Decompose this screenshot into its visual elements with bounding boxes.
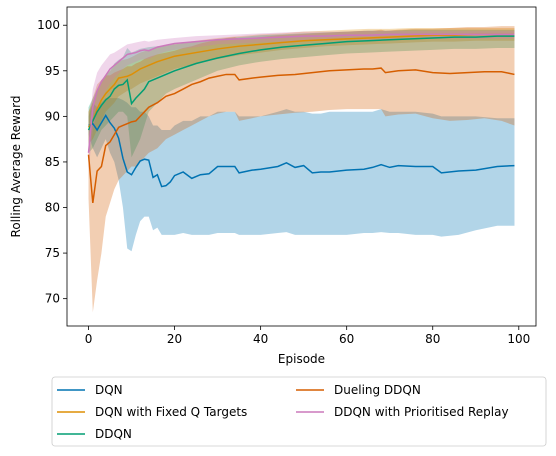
y-axis-label: Rolling Average Reward bbox=[9, 96, 23, 238]
y-tick-label: 90 bbox=[45, 109, 60, 123]
band-1 bbox=[88, 27, 515, 144]
x-tick-label: 0 bbox=[85, 332, 93, 346]
y-tick-label: 75 bbox=[45, 246, 60, 260]
series-line-4 bbox=[87, 33, 515, 153]
series-line-0 bbox=[88, 113, 515, 188]
y-tick-label: 85 bbox=[45, 155, 60, 169]
y-tick-label: 80 bbox=[45, 201, 60, 215]
x-tick-label: 100 bbox=[507, 332, 530, 346]
y-tick-label: 100 bbox=[37, 18, 60, 32]
series-line-3 bbox=[87, 67, 515, 204]
y-tick-label: 95 bbox=[45, 64, 60, 78]
legend-entry: Dueling DDQN bbox=[334, 383, 421, 397]
legend-entry: DQN bbox=[95, 383, 123, 397]
band-3 bbox=[88, 26, 515, 313]
x-tick-label: 80 bbox=[425, 332, 440, 346]
series-line-1 bbox=[87, 33, 515, 128]
band-4 bbox=[88, 30, 515, 172]
x-tick-label: 40 bbox=[253, 332, 268, 346]
confidence-bands bbox=[88, 26, 515, 313]
x-tick-label: 60 bbox=[339, 332, 354, 346]
x-axis-label: Episode bbox=[278, 352, 325, 366]
x-axis-ticks: 0 20 40 60 80 100 bbox=[85, 326, 530, 346]
series-lines bbox=[87, 33, 515, 204]
series-line-2 bbox=[87, 35, 515, 131]
y-tick-label: 70 bbox=[45, 292, 60, 306]
legend-entry: DDQN bbox=[95, 427, 132, 441]
legend-entry: DQN with Fixed Q Targets bbox=[95, 405, 247, 419]
band-2 bbox=[88, 29, 515, 158]
legend-entry: DDQN with Prioritised Replay bbox=[334, 405, 509, 419]
plot-frame bbox=[66, 6, 537, 327]
x-tick-label: 20 bbox=[167, 332, 182, 346]
y-axis-ticks: 70 75 80 85 90 95 100 bbox=[37, 18, 67, 306]
band-0 bbox=[88, 98, 515, 252]
legend: DQN DQN with Fixed Q Targets DDQN Dueling D… bbox=[51, 376, 547, 447]
